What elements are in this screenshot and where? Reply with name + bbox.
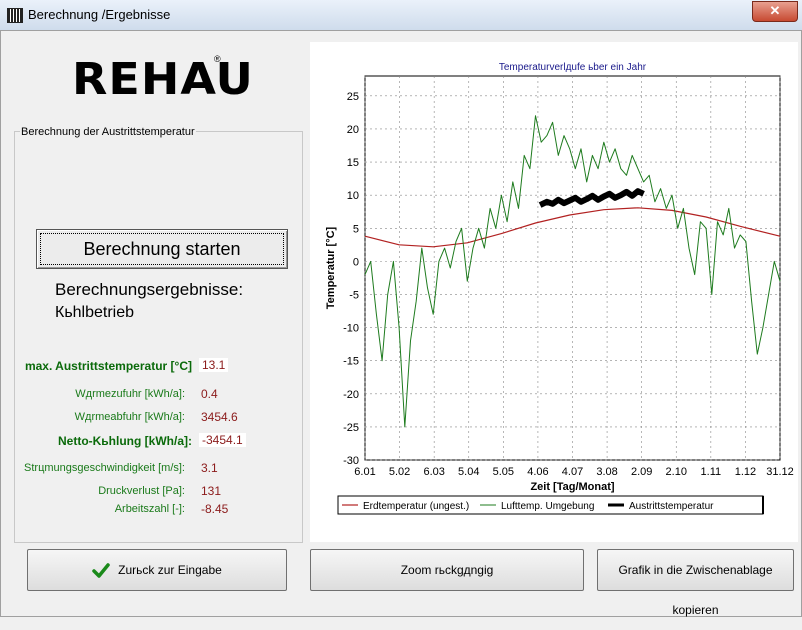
y-tick-label: 25 [347,91,359,103]
operation-mode: Кьhlbetrieb [55,304,135,321]
check-icon [92,563,110,578]
work-ratio-label: Arbeitszahl [-]: [114,503,185,515]
back-to-input-button[interactable]: Zurьck zur Eingabe [27,549,287,591]
group-title: Berechnung der Austrittstemperatur [20,126,196,138]
results-heading: Berechnungsergebnisse: [55,280,244,299]
net-cooling-label: Netto-Kьhlung [kWh/a]: [57,434,192,448]
window-title: Berechnung /Ergebnisse [28,7,171,22]
flow-velocity-value: 3.1 [201,461,218,475]
x-tick-label: 4.06 [527,466,548,478]
chart-title: Temperaturverlдufe ьber ein Jahr [499,62,647,73]
max-outlet-temp-value: 13.1 [199,358,229,372]
y-tick-label: -25 [343,422,359,434]
heat-supply-value: 0.4 [201,387,218,401]
calculation-group [14,131,303,543]
zoom-undo-label: Zoom rьckgдngig [400,563,494,577]
ground-temp-line [364,207,781,248]
x-tick-label: 31.12 [766,466,794,478]
outlet-temp-line [538,188,645,208]
net-cooling-value: -3454.1 [199,433,246,447]
x-tick-label: 1.11 [701,466,722,478]
back-button-label: Zurьck zur Eingabe [118,563,222,577]
legend-label: Austrittstemperatur [629,501,714,512]
y-tick-label: 0 [353,256,359,268]
title-bar: Berechnung /Ergebnisse ✕ [0,0,802,31]
y-tick-label: 15 [347,157,359,169]
x-tick-label: 6.03 [423,466,444,478]
app-icon [7,8,23,23]
pressure-loss-label: Druckverlust [Pa]: [98,485,185,497]
y-tick-label: -5 [349,289,359,301]
y-tick-label: -10 [343,323,359,335]
flow-velocity-label: Strцmungsgeschwindigkeit [m/s]: [24,462,185,474]
start-calculation-button[interactable]: Berechnung starten [36,229,288,269]
legend-label: Lufttemp. Umgebung [501,501,594,512]
max-outlet-temp-label: max. Austrittstemperatur [°C] [24,359,192,373]
y-tick-label: -15 [343,356,359,368]
x-axis-label: Zeit [Tag/Monat] [530,481,614,493]
rehau-logo: REHAU [72,53,254,105]
legend-label: Erdtemperatur (ungest.) [363,501,469,512]
copy-chart-button[interactable]: Grafik in die Zwischenablage kopieren [597,549,794,617]
chart-svg: Temperaturverlдufe ьber ein Jahr 25 20 15 10… [325,62,794,515]
x-tick-label: 3.08 [596,466,617,478]
y-tick-label: -30 [343,455,359,467]
x-tick-label: 6.01 [354,466,375,478]
start-calculation-label: Berechnung starten [83,239,241,259]
y-tick-label: -20 [343,389,359,401]
x-tick-label: 5.04 [458,466,479,478]
y-tick-label: 5 [353,223,359,235]
x-tick-label: 2.09 [631,466,652,478]
pressure-loss-value: 131 [201,484,222,498]
work-ratio-value: -8.45 [201,502,229,516]
x-tick-label: 5.05 [493,466,514,478]
heat-removal-label: Wдrmeabfuhr [kWh/a]: [74,411,185,423]
heat-supply-label: Wдrmezufuhr [kWh/a]: [75,388,185,400]
air-temp-line [364,115,781,428]
y-axis-label: Temperatur [°C] [325,226,337,309]
x-tick-label: 4.07 [562,466,583,478]
y-tick-label: 10 [347,190,359,202]
zoom-undo-button[interactable]: Zoom rьckgдngig [310,549,584,591]
x-tick-label: 1.12 [735,466,756,478]
copy-chart-label: Grafik in die Zwischenablage kopieren [618,563,773,617]
close-button[interactable]: ✕ [752,1,798,22]
y-tick-label: 20 [347,124,359,136]
x-tick-label: 5.02 [389,466,410,478]
heat-removal-value: 3454.6 [201,410,238,424]
temperature-chart: Temperaturverlдufe ьber ein Jahr 25 20 15 10… [310,42,798,542]
registered-mark: ® [214,54,221,64]
x-tick-label: 2.10 [666,466,687,478]
